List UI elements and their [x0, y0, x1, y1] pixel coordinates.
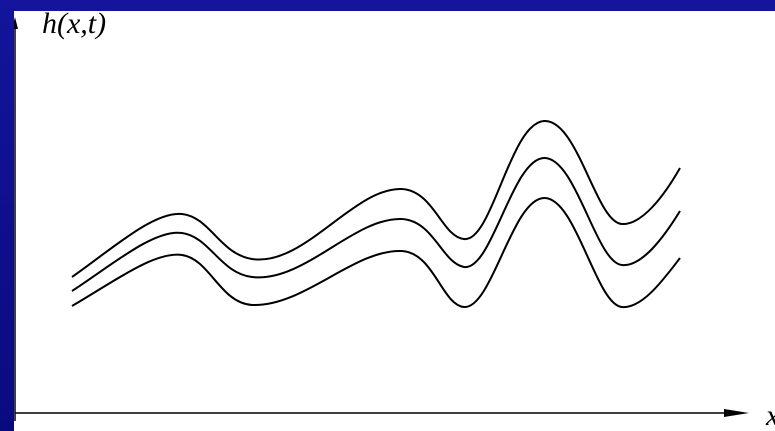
y-axis-arrowhead: [14, 17, 18, 29]
curve-top: [71, 119, 681, 278]
x-axis-label: x: [766, 401, 775, 431]
curve-bottom: [71, 196, 681, 309]
interface-diagram: [14, 17, 749, 421]
diagram-panel: h(x,t) x: [14, 11, 775, 431]
y-axis-label: h(x,t): [42, 11, 107, 40]
x-axis-arrowhead: [724, 409, 749, 417]
curve-middle: [71, 156, 681, 292]
